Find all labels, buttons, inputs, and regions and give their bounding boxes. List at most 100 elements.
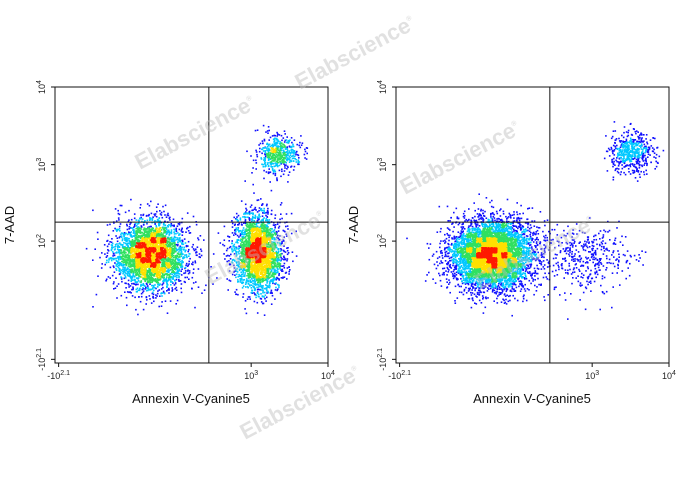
event-dot [107, 249, 109, 251]
event-dot [192, 268, 195, 270]
event-dot [192, 282, 195, 284]
event-dot [236, 239, 239, 241]
event-dot [244, 222, 247, 225]
event-dot [237, 264, 239, 266]
event-dot [163, 229, 165, 232]
event-dot [246, 269, 249, 272]
event-dot [161, 216, 164, 219]
event-dot [270, 231, 273, 234]
event-dot [262, 302, 265, 305]
event-dot [256, 228, 258, 230]
event-dot [127, 265, 130, 267]
event-dot [278, 259, 281, 261]
event-dot [171, 265, 174, 268]
event-dot [172, 256, 175, 259]
event-dot [286, 258, 289, 260]
event-dot [164, 204, 167, 207]
event-dot [179, 233, 181, 235]
event-dot [148, 271, 151, 274]
event-dot [156, 220, 158, 223]
event-dot [262, 224, 264, 226]
event-dot [264, 157, 267, 160]
event-dot [122, 272, 124, 275]
event-dot [178, 268, 181, 271]
event-dot [279, 141, 282, 143]
event-dot [279, 260, 282, 262]
event-dot [116, 263, 119, 265]
event-dot [121, 280, 123, 283]
event-dot [120, 294, 123, 297]
event-dot [273, 238, 276, 241]
event-dot [138, 275, 140, 278]
event-dot [235, 276, 237, 279]
event-dot [274, 259, 277, 262]
event-dot [240, 238, 242, 240]
event-dot [121, 256, 123, 258]
event-dot [251, 209, 253, 212]
event-dot [171, 248, 173, 251]
event-dot [263, 159, 265, 161]
event-dot [129, 243, 131, 246]
event-dot [245, 228, 248, 230]
event-dot [141, 264, 144, 266]
event-dot [241, 230, 244, 232]
event-dot [275, 286, 277, 289]
event-dot [268, 147, 270, 150]
event-dot [276, 269, 278, 272]
event-dot [243, 213, 245, 215]
event-dot [264, 159, 266, 161]
event-dot [180, 262, 183, 264]
event-dot [109, 241, 111, 243]
event-dot [263, 147, 266, 149]
event-dot [181, 240, 184, 243]
event-dot [147, 289, 149, 292]
event-dot [263, 279, 266, 282]
event-dot [117, 256, 119, 258]
event-dot [284, 164, 287, 167]
event-dot [278, 145, 280, 148]
event-dot [162, 233, 164, 235]
event-dot [244, 219, 247, 221]
event-dot [267, 149, 269, 152]
event-dot [155, 226, 158, 228]
event-dot [185, 231, 187, 233]
event-dot [138, 235, 141, 237]
event-dot [256, 270, 259, 273]
event-dot [265, 131, 267, 133]
event-dot [253, 292, 255, 294]
event-dot [278, 286, 280, 289]
event-dot [125, 244, 128, 246]
event-dot [228, 255, 231, 257]
event-dot [161, 227, 164, 229]
event-dot [257, 268, 260, 271]
event-dot [245, 209, 248, 211]
event-dot [160, 267, 163, 270]
event-dot [260, 293, 262, 295]
event-dot [235, 288, 238, 291]
event-dot [183, 272, 185, 275]
event-dot [273, 247, 276, 249]
event-dot [131, 241, 134, 243]
event-dot [120, 235, 123, 238]
event-dot [268, 222, 271, 225]
event-dot [175, 232, 177, 235]
event-dot [138, 227, 141, 230]
event-dot [281, 168, 283, 171]
event-dot [258, 222, 260, 224]
event-dot [165, 241, 168, 243]
event-dot [265, 212, 267, 214]
event-dot [112, 282, 115, 285]
event-dot [274, 262, 277, 265]
event-dot [246, 225, 249, 228]
event-dot [296, 150, 298, 153]
event-dot [137, 278, 139, 280]
event-dot [274, 271, 276, 273]
event-dot [286, 225, 289, 227]
event-dot [276, 277, 279, 280]
event-dot [301, 142, 304, 144]
event-dot [115, 245, 117, 248]
event-dot [164, 220, 166, 223]
event-dot [248, 227, 251, 230]
event-dot [187, 240, 190, 243]
